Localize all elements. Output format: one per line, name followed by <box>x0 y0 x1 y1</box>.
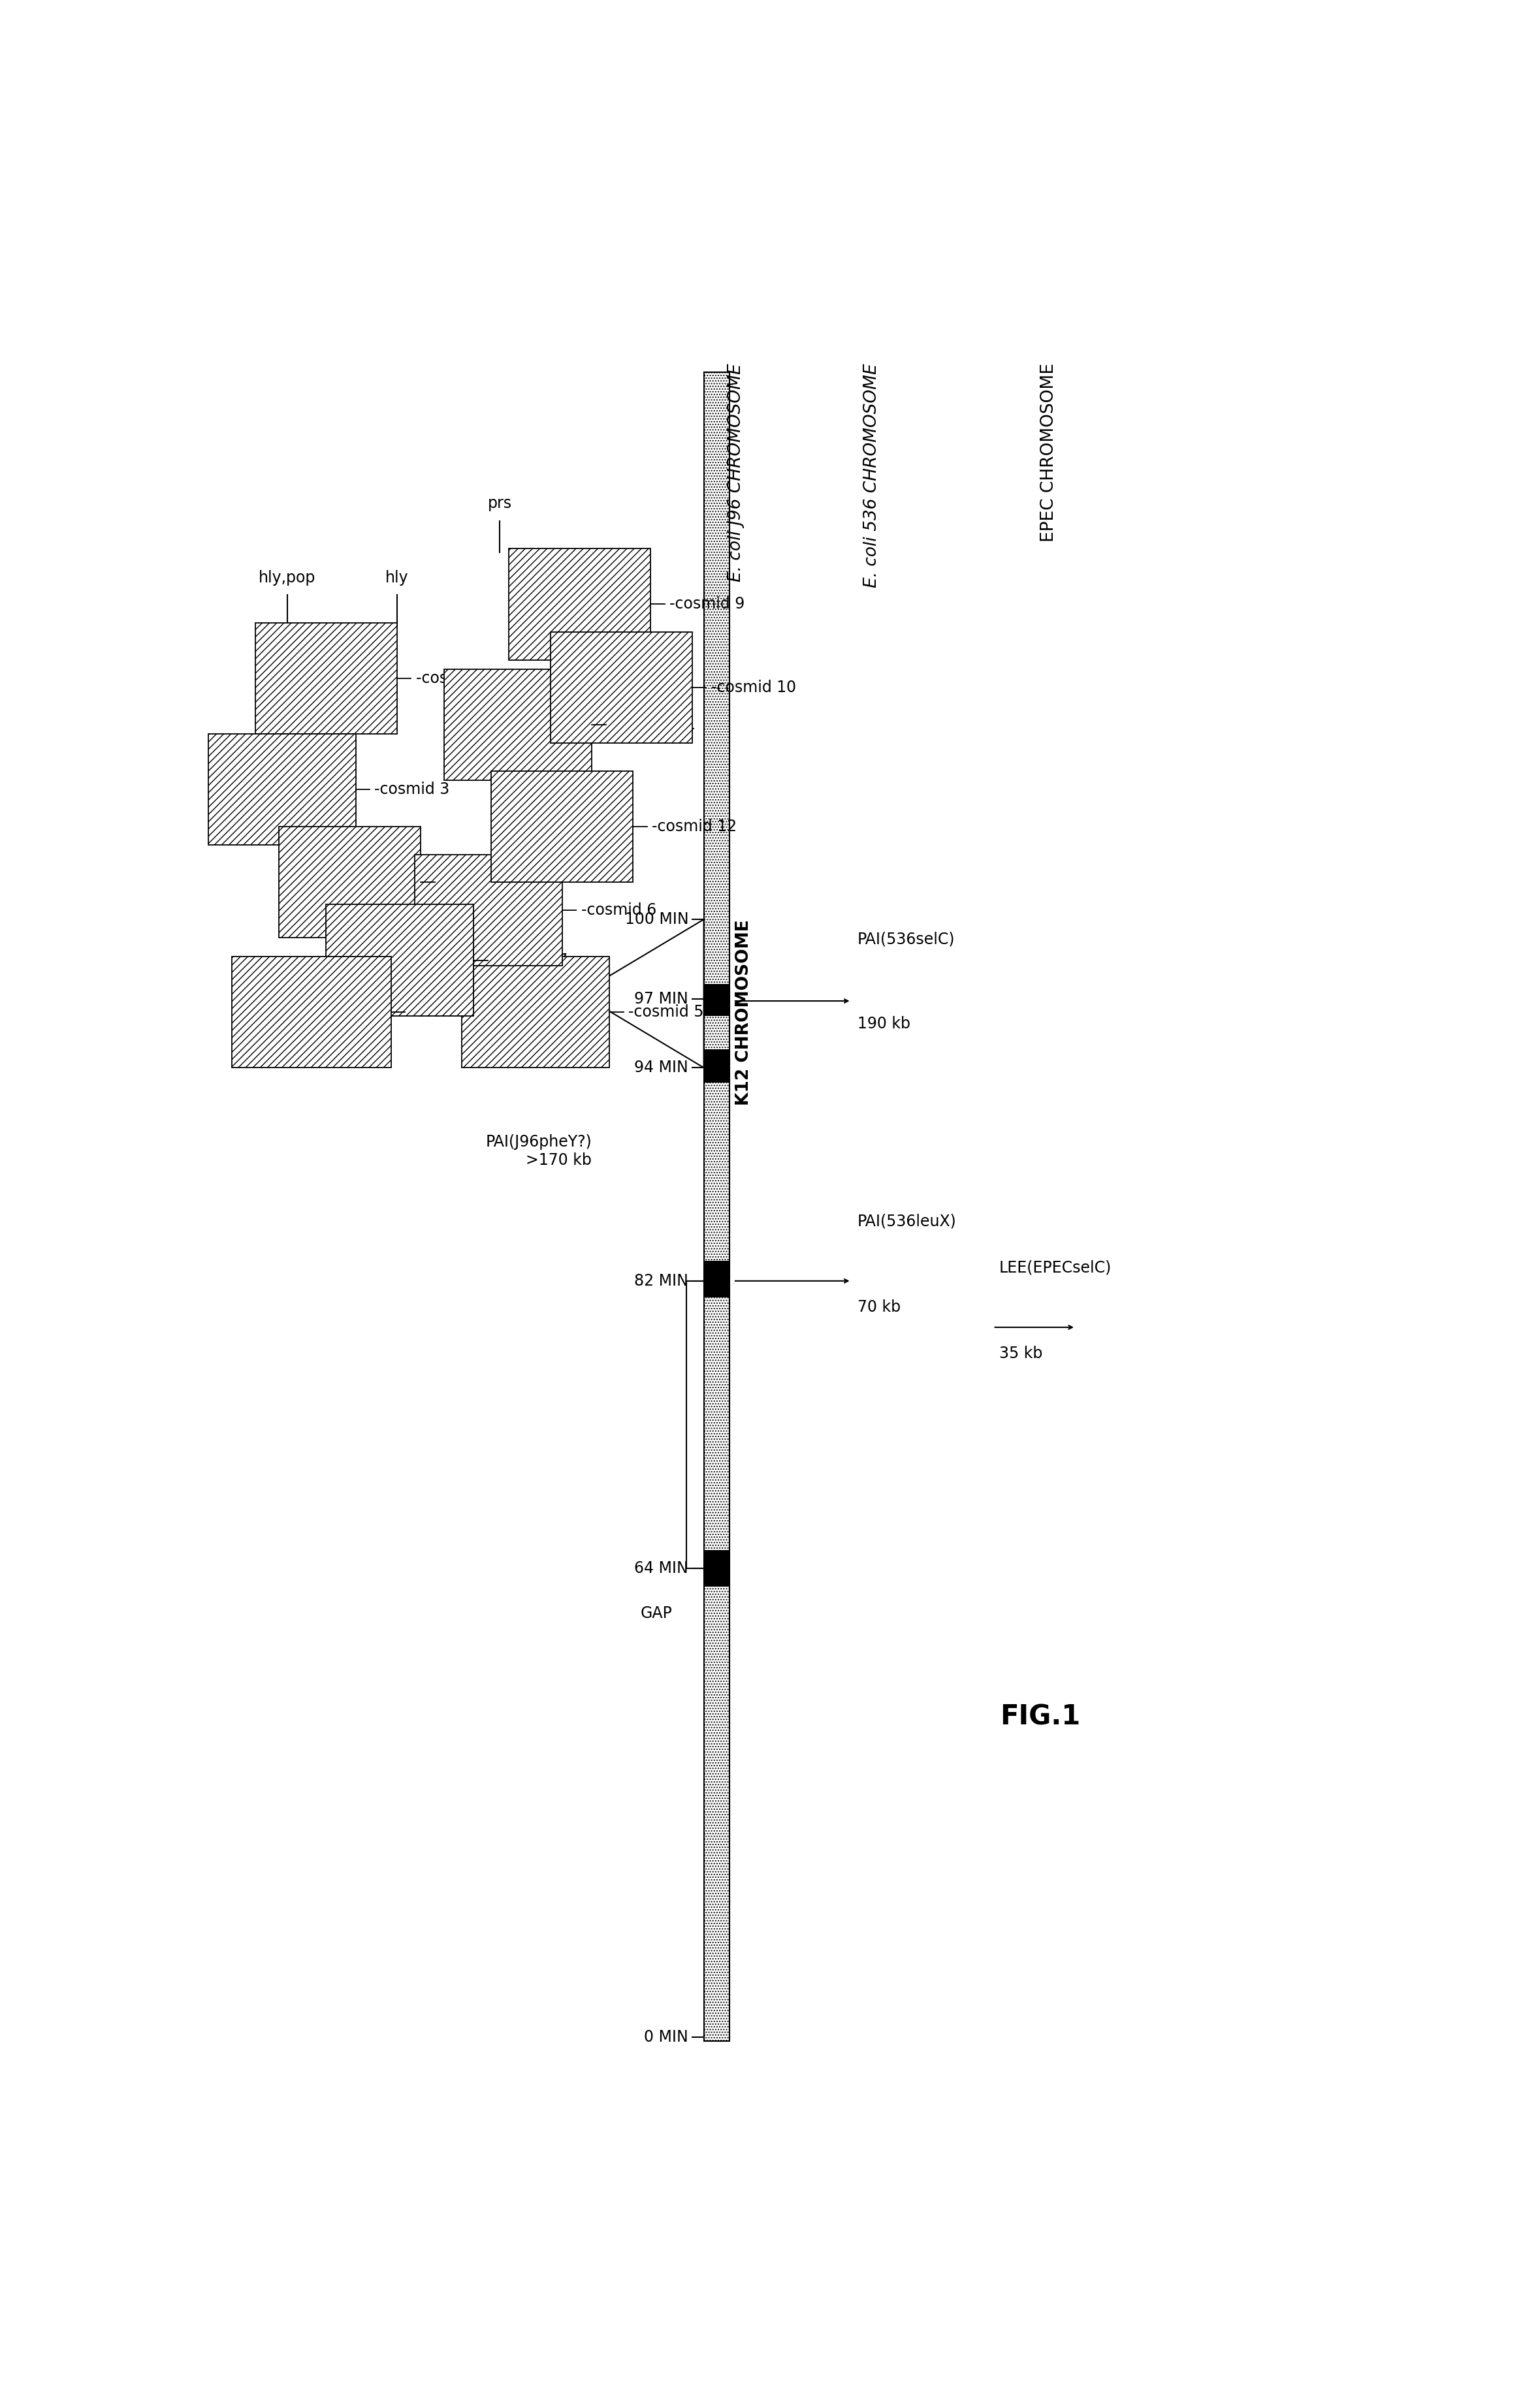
Text: LEE(EPECselC): LEE(EPECselC) <box>999 1259 1112 1276</box>
Text: 70 kb: 70 kb <box>857 1300 900 1315</box>
Text: 0 MIN: 0 MIN <box>644 2030 688 2044</box>
Text: -cosmid 3: -cosmid 3 <box>375 783 449 797</box>
Text: -cosmid 12: -cosmid 12 <box>652 819 737 836</box>
Text: 190 kb: 190 kb <box>857 1016 911 1031</box>
Text: 94 MIN: 94 MIN <box>635 1060 688 1076</box>
Text: PAI(J96pheR)
106 kb: PAI(J96pheR) 106 kb <box>510 980 609 1014</box>
Text: GAP: GAP <box>641 1606 673 1621</box>
Bar <box>209 734 356 845</box>
Text: 64 MIN: 64 MIN <box>635 1560 688 1577</box>
Text: E. coli 536 CHROMOSOME: E. coli 536 CHROMOSOME <box>864 364 880 588</box>
Bar <box>704 373 730 2042</box>
Text: -cosmid 8: -cosmid 8 <box>410 1004 486 1021</box>
Bar <box>704 1050 730 1084</box>
Text: 97 MIN: 97 MIN <box>635 992 688 1007</box>
Bar <box>704 1259 730 1298</box>
Bar <box>445 669 592 780</box>
Text: PAI(J96pheY?)
>170 kb: PAI(J96pheY?) >170 kb <box>486 1134 591 1168</box>
Text: prs: prs <box>487 496 512 510</box>
Bar <box>231 956 391 1067</box>
Bar <box>414 855 562 966</box>
Text: hly,pop: hly,pop <box>259 571 315 585</box>
Text: K12 CHROMOSOME: K12 CHROMOSOME <box>736 920 752 1105</box>
Text: E. coli J96 CHROMOSOME: E. coli J96 CHROMOSOME <box>728 364 745 580</box>
Text: -cosmid 6: -cosmid 6 <box>582 903 656 917</box>
Text: PAI(536selC): PAI(536selC) <box>857 932 955 946</box>
Text: 82 MIN: 82 MIN <box>635 1274 688 1288</box>
Bar <box>704 1551 730 1587</box>
Text: -cosmid 9: -cosmid 9 <box>670 597 745 612</box>
Text: PAI(536leuX): PAI(536leuX) <box>857 1214 956 1228</box>
Bar <box>492 771 634 881</box>
Text: -cosmid 7: -cosmid 7 <box>492 951 568 968</box>
Bar <box>704 985 730 1016</box>
Text: -cosmid 11: -cosmid 11 <box>611 718 696 732</box>
Text: hly: hly <box>385 571 408 585</box>
Bar <box>279 826 420 937</box>
Text: -cosmid 4: -cosmid 4 <box>440 874 515 891</box>
Bar <box>461 956 609 1067</box>
Text: -cosmid 10: -cosmid 10 <box>711 679 797 696</box>
Bar <box>509 549 650 660</box>
Text: 35 kb: 35 kb <box>999 1346 1042 1361</box>
Text: EPEC CHROMOSOME: EPEC CHROMOSOME <box>1040 364 1057 542</box>
Bar <box>326 905 474 1016</box>
Text: FIG.1: FIG.1 <box>1001 1702 1080 1731</box>
Bar <box>256 624 398 734</box>
Text: 100 MIN: 100 MIN <box>624 913 688 927</box>
Bar <box>550 631 691 744</box>
Text: -cosmid 2: -cosmid 2 <box>416 669 490 686</box>
Text: -cosmid 5: -cosmid 5 <box>629 1004 704 1021</box>
